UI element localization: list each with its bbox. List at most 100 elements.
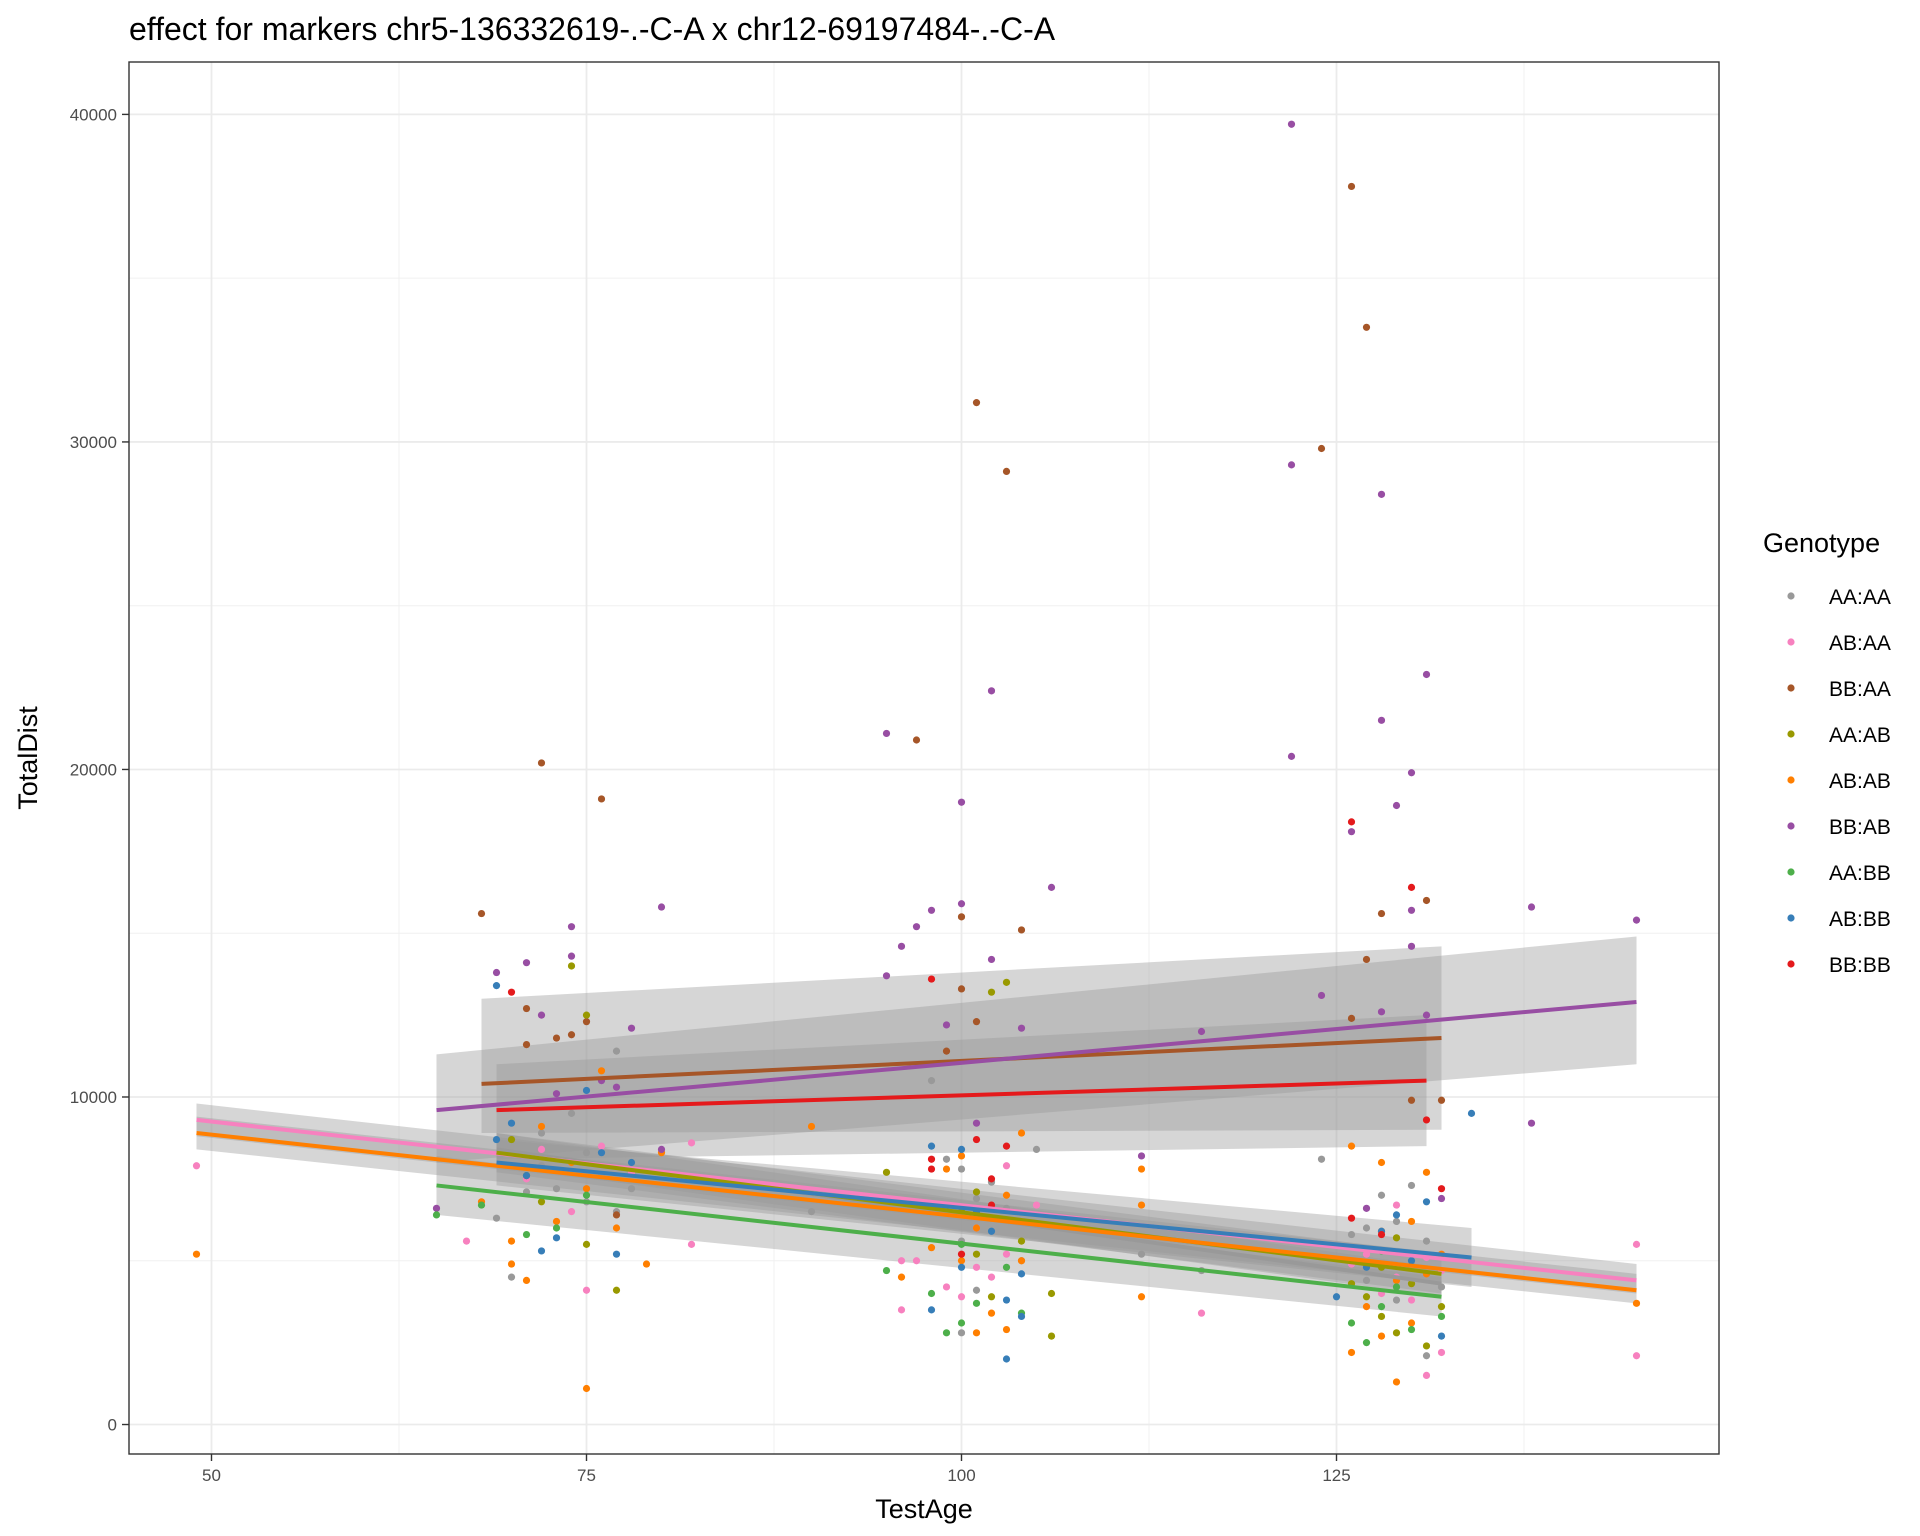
- data-point: [582, 1240, 591, 1248]
- legend-item: AA:AB: [1787, 724, 1891, 747]
- data-point: [927, 1155, 936, 1163]
- data-point: [972, 1250, 981, 1258]
- data-point: [507, 1273, 516, 1281]
- data-point: [957, 900, 966, 908]
- data-point: [567, 1109, 576, 1117]
- data-point: [612, 1047, 621, 1055]
- legend-marker: [1787, 592, 1795, 600]
- data-point: [597, 1067, 606, 1075]
- legend-marker: [1787, 914, 1795, 922]
- data-point: [1377, 1008, 1386, 1016]
- data-point: [1527, 903, 1536, 911]
- data-point: [957, 1329, 966, 1337]
- data-point: [582, 1191, 591, 1199]
- data-point: [1632, 916, 1641, 924]
- data-point: [897, 1273, 906, 1281]
- data-point: [1002, 1250, 1011, 1258]
- y-tick-label: 10000: [70, 1088, 117, 1107]
- data-point: [957, 1263, 966, 1271]
- legend-item: AB:AB: [1787, 770, 1891, 793]
- data-point: [972, 1194, 981, 1203]
- data-point: [552, 1090, 561, 1098]
- data-point: [957, 1250, 966, 1258]
- data-point: [1347, 828, 1356, 836]
- data-point: [1437, 1185, 1446, 1193]
- data-point: [972, 1286, 981, 1294]
- data-point: [1377, 1303, 1386, 1311]
- data-point: [1377, 490, 1386, 498]
- data-point: [657, 1145, 666, 1153]
- data-point: [987, 1227, 996, 1235]
- data-point: [957, 798, 966, 806]
- data-point: [1197, 1027, 1206, 1036]
- data-point: [432, 1204, 441, 1212]
- data-point: [1422, 1371, 1431, 1379]
- y-axis-title: TotalDist: [13, 706, 43, 810]
- data-point: [597, 1142, 606, 1150]
- data-point: [1392, 1211, 1401, 1219]
- fit-line: [436, 1000, 1637, 1113]
- data-point: [1377, 1191, 1386, 1199]
- y-tick-label: 30000: [70, 433, 117, 452]
- data-point: [1017, 1257, 1026, 1265]
- data-point: [567, 1208, 576, 1216]
- data-point: [1407, 1325, 1416, 1334]
- data-point: [492, 1214, 501, 1222]
- data-point: [972, 1018, 981, 1026]
- data-point: [807, 1122, 816, 1131]
- data-point: [537, 1247, 546, 1255]
- data-point: [522, 1230, 531, 1239]
- data-point: [1197, 1309, 1206, 1317]
- data-point: [972, 399, 981, 407]
- data-point: [1407, 1181, 1416, 1190]
- data-point: [972, 1299, 981, 1307]
- data-point: [1437, 1303, 1446, 1311]
- data-point: [1137, 1201, 1146, 1209]
- data-point: [1032, 1145, 1041, 1153]
- data-point: [987, 1309, 996, 1317]
- data-point: [1377, 1312, 1386, 1321]
- fit-line: [496, 1160, 1472, 1260]
- data-point: [1377, 1158, 1386, 1167]
- data-point: [987, 955, 996, 964]
- data-point: [642, 1260, 651, 1268]
- data-point: [1422, 1168, 1431, 1176]
- data-point: [552, 1185, 561, 1193]
- y-tick-label: 20000: [70, 760, 117, 779]
- data-point: [507, 988, 516, 996]
- legend-label: AA:BB: [1829, 862, 1891, 885]
- data-point: [1437, 1194, 1446, 1203]
- data-point: [1002, 978, 1011, 986]
- data-point: [1422, 1116, 1431, 1124]
- confidence-band: [436, 1155, 1442, 1317]
- data-point: [1362, 1293, 1371, 1301]
- data-point: [1032, 1201, 1041, 1209]
- x-tick-label: 125: [1322, 1466, 1350, 1485]
- legend-marker: [1787, 868, 1795, 876]
- data-point: [942, 1283, 951, 1291]
- data-point: [957, 1257, 966, 1265]
- data-point: [942, 1021, 951, 1029]
- data-point: [1632, 1352, 1641, 1360]
- data-point: [972, 1224, 981, 1232]
- data-point: [192, 1250, 201, 1258]
- legend-marker: [1787, 822, 1795, 830]
- data-point: [1362, 1204, 1371, 1212]
- data-point: [1362, 323, 1371, 331]
- data-point: [537, 1198, 546, 1206]
- data-point: [957, 985, 966, 993]
- x-tick-label: 75: [577, 1466, 596, 1485]
- data-point: [522, 1040, 531, 1049]
- data-point: [537, 1011, 546, 1019]
- data-point: [537, 1145, 546, 1153]
- legend-item: AB:BB: [1787, 908, 1891, 931]
- data-point: [1392, 1329, 1401, 1337]
- data-point: [522, 1276, 531, 1285]
- legend-title: Genotype: [1763, 528, 1880, 558]
- data-point: [582, 1018, 591, 1026]
- data-point: [1392, 1378, 1401, 1386]
- data-point: [927, 1142, 936, 1150]
- data-point: [1422, 896, 1431, 905]
- data-point: [1407, 1296, 1416, 1304]
